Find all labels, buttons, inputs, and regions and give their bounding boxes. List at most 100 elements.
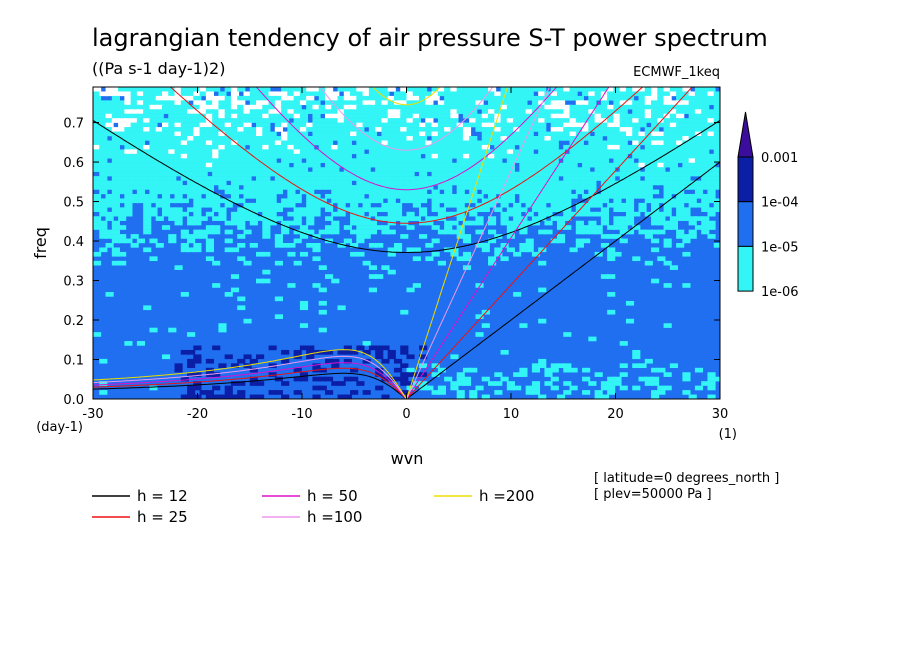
field-cell [663, 171, 672, 177]
field-cell [149, 193, 158, 199]
field-cell [237, 109, 246, 114]
field-cell [111, 158, 120, 163]
field-cell [93, 220, 102, 226]
field-cell [350, 189, 359, 195]
field-cell [205, 193, 215, 199]
field-cell [406, 171, 415, 177]
field-cell [243, 229, 252, 235]
field-cell [600, 216, 610, 221]
field-cell [481, 189, 490, 195]
field-cell [237, 104, 246, 110]
field-cell [519, 149, 528, 155]
field-cell [713, 95, 720, 101]
field-cell [713, 171, 720, 177]
field-cell [500, 122, 509, 128]
field-cell [256, 180, 265, 186]
field-cell [588, 118, 597, 123]
field-cell [462, 144, 472, 150]
field-cell [375, 372, 384, 377]
field-cell [588, 149, 597, 155]
field-cell [525, 171, 534, 177]
field-cell [393, 162, 403, 168]
field-cell [243, 171, 252, 177]
field-cell [118, 122, 127, 128]
field-cell [525, 243, 534, 248]
field-cell [638, 104, 647, 110]
field-cell [544, 372, 553, 377]
field-cell [431, 225, 440, 230]
field-cell [387, 180, 396, 186]
field-cell [256, 153, 265, 159]
field-cell [513, 207, 522, 213]
field-cell [625, 300, 635, 306]
x-tick-label: 20 [607, 407, 624, 422]
field-cell [318, 202, 327, 208]
field-cell [500, 171, 509, 177]
field-cell [93, 225, 102, 230]
field-cell [93, 131, 102, 137]
field-cell [350, 158, 359, 163]
field-cell [707, 100, 716, 106]
field-cell [582, 162, 591, 168]
field-cell [381, 140, 390, 146]
field-cell [224, 131, 233, 137]
field-cell [481, 95, 490, 101]
field-cell [393, 189, 403, 195]
field-cell [199, 153, 208, 159]
colorbar-label: 1e-06 [761, 285, 799, 300]
field-cell [444, 149, 453, 155]
field-cell [625, 113, 635, 119]
field-cell [318, 87, 327, 92]
field-cell [513, 158, 522, 163]
field-cell [513, 385, 522, 391]
field-cell [237, 216, 246, 221]
field-cell [425, 140, 434, 146]
field-cell [212, 95, 221, 101]
field-cell [381, 189, 390, 195]
field-cell [663, 193, 672, 199]
field-cell [143, 127, 152, 132]
field-cell [494, 162, 503, 168]
field-cell [287, 153, 296, 159]
field-cell [506, 149, 515, 155]
field-cell [400, 127, 409, 132]
field-cell [538, 198, 547, 204]
field-cell [651, 104, 660, 110]
field-cell [193, 234, 202, 239]
field-cell [644, 91, 653, 97]
field-cell [431, 140, 440, 146]
field-cell [368, 287, 378, 293]
field-cell [93, 122, 102, 128]
field-cell [187, 385, 196, 391]
field-cell [569, 91, 578, 97]
field-cell [538, 176, 547, 181]
field-cell [469, 171, 478, 177]
field-cell [419, 372, 428, 377]
field-cell [111, 180, 120, 186]
field-cell [531, 363, 541, 369]
field-cell [694, 109, 704, 114]
field-cell [556, 216, 566, 221]
field-cell [651, 207, 660, 213]
field-cell [362, 207, 371, 213]
field-cell [99, 153, 108, 159]
field-cell [362, 113, 371, 119]
field-cell [651, 131, 660, 137]
field-cell [657, 140, 666, 146]
field-cell [625, 91, 635, 97]
field-cell [694, 158, 704, 163]
field-cell [651, 211, 660, 217]
field-cell [393, 180, 403, 186]
field-cell [362, 153, 371, 159]
field-cell [419, 185, 428, 190]
field-cell [130, 144, 139, 150]
field-cell [387, 185, 396, 190]
field-cell [187, 144, 196, 150]
field-cell [475, 220, 484, 226]
field-cell [613, 122, 622, 128]
field-cell [124, 144, 133, 150]
field-cell [481, 113, 490, 119]
field-cell [694, 122, 704, 128]
field-cell [118, 185, 127, 190]
field-cell [381, 216, 390, 221]
